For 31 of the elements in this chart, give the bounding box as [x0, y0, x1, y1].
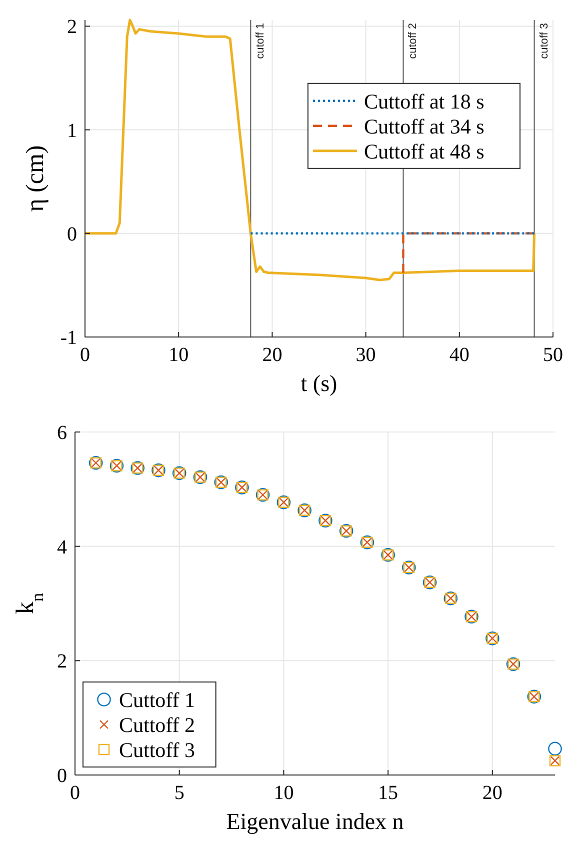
ref-line-label: cutoff 3 — [538, 23, 550, 59]
x-axis-title: t (s) — [300, 371, 338, 396]
x-tick-label: 30 — [356, 344, 376, 366]
y-tick-label: 2 — [67, 16, 77, 38]
legend-label: Cuttoff 2 — [119, 712, 196, 737]
x-tick-label: 15 — [378, 782, 398, 804]
legend-label: Cuttoff at 48 s — [364, 139, 484, 164]
line-series — [84, 18, 536, 282]
legend-label: Cuttoff 1 — [119, 688, 196, 712]
x-tick-label: 5 — [174, 782, 184, 804]
y-tick-label: 2 — [57, 650, 67, 673]
ref-line-label: cutoff 1 — [254, 23, 267, 59]
x-tick-label: 50 — [543, 344, 563, 366]
y-tick-label: 0 — [67, 223, 77, 246]
legend-label: Cuttoff 3 — [119, 738, 196, 762]
point — [548, 742, 562, 756]
x-axis-title: Eigenvalue index n — [226, 809, 404, 834]
y-tick-label: 1 — [67, 120, 77, 142]
x-tick-label: 40 — [449, 344, 470, 366]
y-tick-label: 6 — [57, 422, 67, 444]
y-tick-label: 4 — [57, 536, 67, 558]
y-tick-label: -1 — [60, 327, 77, 349]
legend-label: Cuttoff at 18 s — [364, 89, 484, 114]
x-tick-label: 20 — [262, 344, 282, 366]
y-tick-label: 0 — [57, 765, 67, 787]
x-tick-label: 20 — [482, 782, 502, 804]
ref-line-label: cutoff 2 — [407, 23, 420, 59]
legend-label: Cuttoff at 34 s — [364, 114, 484, 138]
x-tick-label: 10 — [274, 782, 294, 804]
x-tick-label: 10 — [168, 344, 189, 366]
y-axis-title: η (cm) — [22, 145, 49, 212]
